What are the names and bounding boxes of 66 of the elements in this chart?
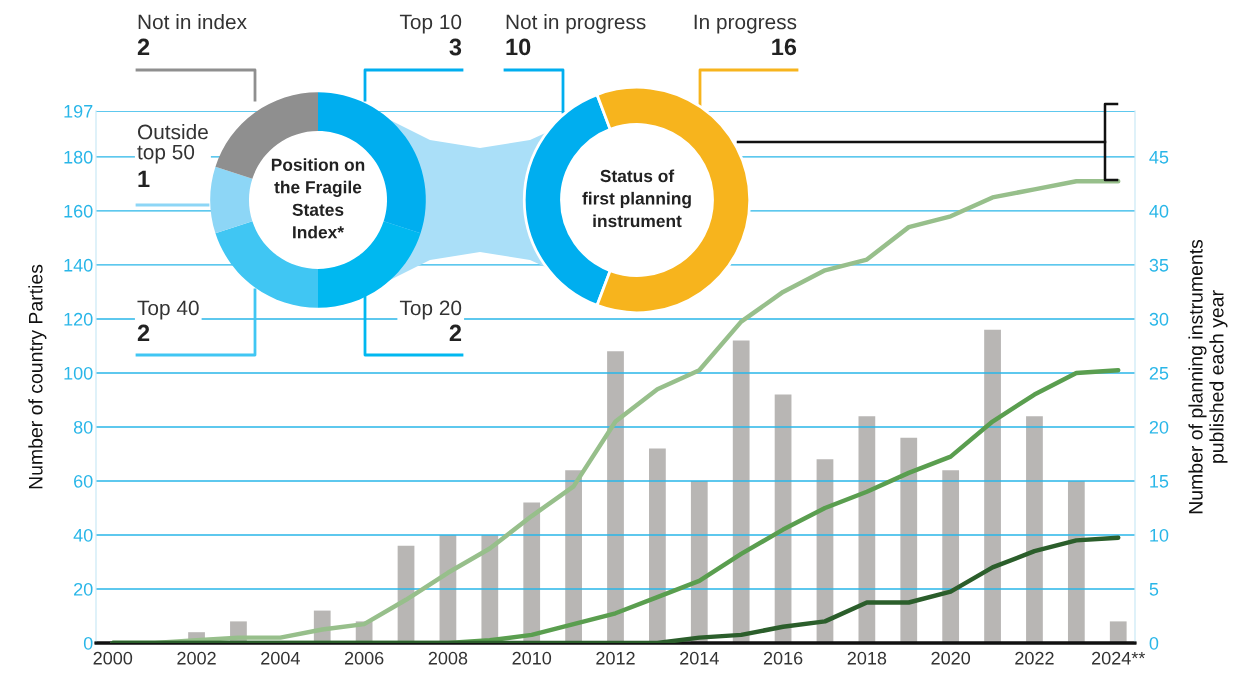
slice-label: Top 20 <box>399 300 462 320</box>
y2-axis-title: Number of planning instruments published each year <box>1188 239 1228 514</box>
y2-tick-label: 30 <box>1149 312 1169 326</box>
bar <box>1109 621 1127 643</box>
y-tick-label: 40 <box>73 528 93 542</box>
y2-tick-label: 45 <box>1149 151 1169 164</box>
x-tick-label: 2000 <box>93 651 133 665</box>
data-label: 16 <box>772 38 797 56</box>
y2-tick-label: 20 <box>1149 420 1169 434</box>
y-tick-label: 197 <box>64 104 93 118</box>
y-tick-label: 60 <box>74 474 93 488</box>
data-label: 10 <box>506 38 531 56</box>
slice-label: Outside top 50 <box>137 124 208 164</box>
x-tick-label: 2010 <box>512 651 552 665</box>
bar <box>565 470 582 643</box>
bar <box>690 480 708 643</box>
bar <box>523 502 541 643</box>
text: Status of first planning instrument <box>582 169 691 228</box>
y2-tick-label: 0 <box>1149 636 1159 650</box>
x-tick-label: 2002 <box>177 651 216 665</box>
slice-label: Not in progress <box>506 14 646 34</box>
data-label: 1 <box>138 170 150 188</box>
bar <box>732 340 750 643</box>
x-tick-label: 2020 <box>931 651 971 665</box>
slice-label: Top 40 <box>137 300 199 320</box>
data-label: 2 <box>137 324 150 342</box>
slice-label: Not in index <box>138 14 247 30</box>
x-tick-label: 2018 <box>847 651 887 665</box>
x-tick-label: 2016 <box>763 651 803 665</box>
bar <box>900 437 918 643</box>
bar <box>984 329 1001 643</box>
slice-label: In progress <box>694 14 797 34</box>
y2-tick-label: 10 <box>1150 528 1169 542</box>
y-tick-label: 180 <box>64 150 93 164</box>
y-tick-label: 140 <box>64 258 93 272</box>
bar <box>1026 416 1043 643</box>
y2-tick-label: 40 <box>1149 204 1169 218</box>
x-tick-label: 2022 <box>1015 651 1054 665</box>
x-tick-label: 2014 <box>680 651 719 665</box>
y2-tick-label: 25 <box>1149 366 1169 380</box>
data-label: 3 <box>449 38 462 56</box>
bar <box>858 416 876 643</box>
slice-label: Top 10 <box>399 14 462 34</box>
x-tick-label: 2008 <box>428 651 468 665</box>
bar <box>649 448 666 643</box>
text: Position on the Fragile States Index* <box>271 158 365 239</box>
bar <box>1067 480 1085 643</box>
data-label: 2 <box>449 324 462 342</box>
y-tick-label: 80 <box>73 420 93 434</box>
x-tick-label: 2012 <box>596 651 635 665</box>
y-tick-label: 20 <box>74 582 93 596</box>
x-tick-label: 2024** <box>1092 651 1146 665</box>
y-tick-label: 100 <box>64 366 93 380</box>
y2-tick-label: 35 <box>1149 258 1169 272</box>
line-series <box>110 535 1121 643</box>
data-label: 2 <box>137 38 150 56</box>
x-tick-label: 2006 <box>344 651 384 665</box>
y2-tick-label: 5 <box>1149 583 1159 596</box>
bar <box>942 470 960 643</box>
y-tick-label: 160 <box>64 204 93 218</box>
y-axis-title: Number of country Parties <box>28 264 47 489</box>
x-tick-label: 2004 <box>261 651 300 665</box>
bar <box>607 351 624 643</box>
y-tick-label: 120 <box>64 312 93 326</box>
y-tick-label: 0 <box>83 636 93 650</box>
y2-tick-label: 15 <box>1150 475 1169 488</box>
